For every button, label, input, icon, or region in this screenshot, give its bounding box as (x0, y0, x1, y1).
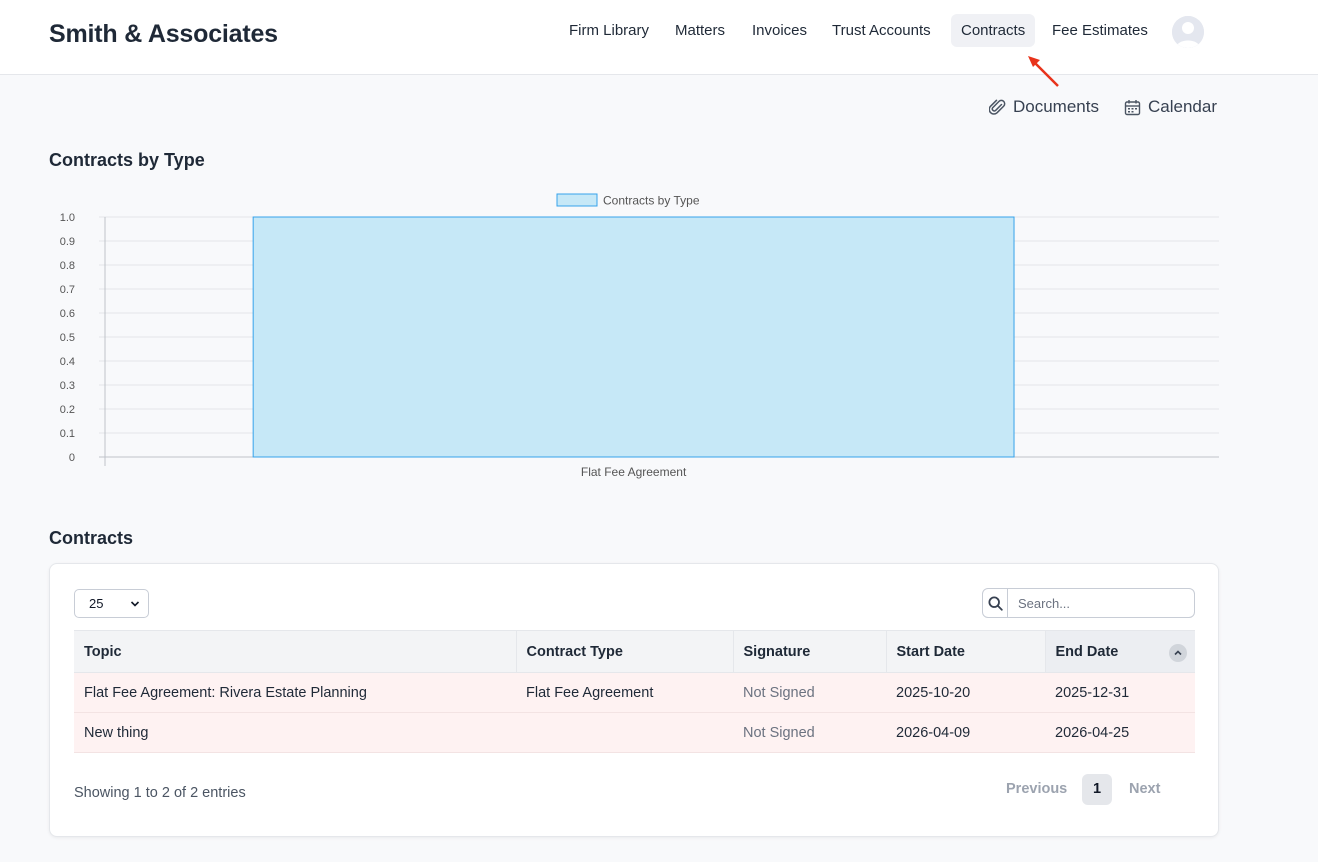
pointer-arrow-icon (1028, 56, 1059, 87)
y-tick-label: 0.3 (60, 380, 75, 392)
column-header-contract-type[interactable]: Contract Type (516, 630, 734, 673)
search-icon (987, 595, 1003, 611)
table-row[interactable]: Flat Fee Agreement: Rivera Estate Planni… (74, 672, 1195, 713)
cell-contract-type (516, 712, 733, 753)
bar-chart: 0 0.1 0.2 0.3 0.4 0.5 0.6 0.7 0.8 0.9 1.0 Flat Fee … (60, 193, 1219, 479)
column-header-signature[interactable]: Signature (733, 630, 887, 673)
nav-firm-library[interactable]: Firm Library (569, 22, 650, 39)
cell-signature: Not Signed (733, 712, 886, 753)
page-size-select[interactable]: 25 (74, 589, 149, 618)
nav-contracts[interactable]: Contracts (951, 14, 1036, 47)
contracts-table-card: 25 Topic Contract Type Signature Start D… (49, 563, 1219, 837)
paperclip-icon (989, 99, 1006, 115)
pagination-next[interactable]: Next (1129, 781, 1161, 797)
y-tick-label: 0.2 (60, 404, 75, 416)
contracts-section-title: Contracts (49, 528, 134, 548)
pagination-previous[interactable]: Previous (1006, 781, 1068, 797)
column-header-topic[interactable]: Topic (74, 630, 517, 673)
y-tick-label: 0.1 (60, 428, 75, 440)
cell-topic[interactable]: New thing (74, 712, 516, 753)
contracts-table: Topic Contract Type Signature Start Date… (74, 630, 1195, 753)
sort-ascending-icon[interactable] (1169, 644, 1187, 662)
cell-topic[interactable]: Flat Fee Agreement: Rivera Estate Planni… (74, 672, 516, 713)
y-tick-label: 0.4 (60, 356, 75, 368)
brand-title[interactable]: Smith & Associates (49, 20, 278, 48)
search-input[interactable] (1008, 589, 1194, 617)
nav-matters[interactable]: Matters (675, 22, 726, 39)
search-button[interactable] (983, 589, 1008, 617)
end-date-header-label: End Date (1055, 643, 1119, 660)
cell-contract-type: Flat Fee Agreement (516, 672, 733, 713)
y-tick-label: 0 (69, 452, 75, 464)
chevron-down-icon (130, 601, 140, 607)
chart-section-title: Contracts by Type (49, 150, 205, 170)
y-tick-label: 0.6 (60, 308, 75, 320)
bar-flat-fee-agreement (252, 216, 1015, 458)
user-avatar-icon[interactable] (1172, 16, 1204, 48)
cell-end-date: 2025-12-31 (1045, 672, 1195, 713)
table-row[interactable]: New thing Not Signed 2026-04-09 2026-04-… (74, 712, 1195, 753)
pagination-page-1[interactable]: 1 (1082, 774, 1112, 805)
top-navbar: Smith & Associates Firm Library Matters … (0, 0, 1318, 75)
nav-trust-accounts[interactable]: Trust Accounts (832, 22, 931, 39)
documents-label: Documents (1013, 97, 1099, 116)
search-group (982, 588, 1195, 618)
cell-start-date: 2025-10-20 (886, 672, 1045, 713)
y-tick-label: 0.7 (60, 284, 75, 296)
y-tick-label: 0.9 (60, 236, 75, 248)
nav-fee-estimates[interactable]: Fee Estimates (1052, 22, 1148, 39)
y-tick-label: 1.0 (60, 212, 75, 224)
nav-invoices[interactable]: Invoices (752, 22, 808, 39)
y-tick-label: 0.5 (60, 332, 75, 344)
y-tick-label: 0.8 (60, 260, 75, 272)
column-header-start-date[interactable]: Start Date (886, 630, 1046, 673)
cell-start-date: 2026-04-09 (886, 712, 1045, 753)
calendar-icon (1124, 99, 1141, 115)
column-header-end-date[interactable]: End Date (1045, 630, 1195, 673)
documents-link[interactable]: Documents (989, 95, 1099, 119)
legend-label: Contracts by Type (603, 194, 700, 208)
legend-swatch (556, 193, 598, 207)
page-size-value: 25 (89, 596, 104, 611)
table-header-row: Topic Contract Type Signature Start Date… (74, 630, 1195, 673)
cell-end-date: 2026-04-25 (1045, 712, 1195, 753)
calendar-label: Calendar (1148, 97, 1217, 116)
cell-signature: Not Signed (733, 672, 886, 713)
contracts-by-type-chart: 0 0.1 0.2 0.3 0.4 0.5 0.6 0.7 0.8 0.9 1.0 Flat Fee … (49, 188, 1229, 488)
table-info: Showing 1 to 2 of 2 entries (74, 785, 246, 801)
calendar-link[interactable]: Calendar (1124, 95, 1217, 119)
x-tick-label: Flat Fee Agreement (581, 465, 687, 479)
